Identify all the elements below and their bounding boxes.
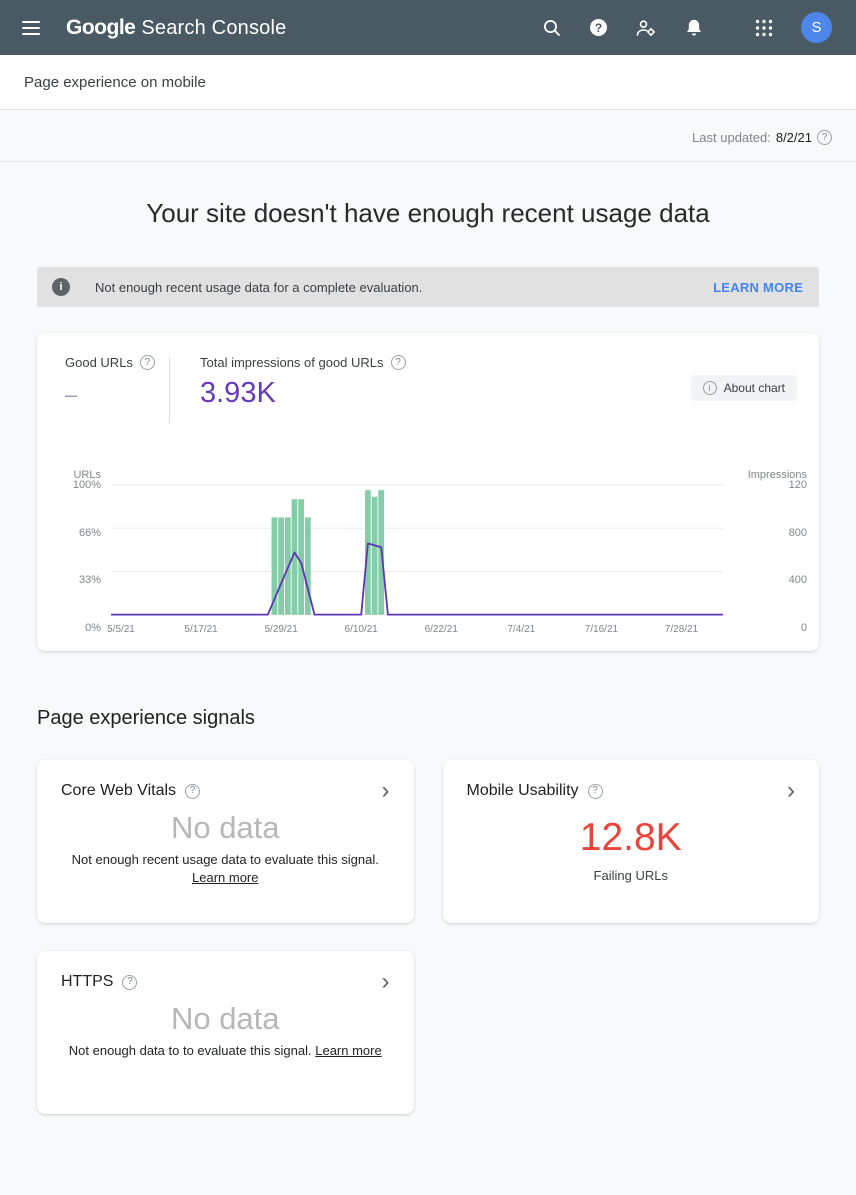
about-chart-label: About chart: [723, 381, 785, 395]
right-axis-tick: 0: [800, 622, 807, 634]
https-learn-more-link[interactable]: Learn more: [315, 1043, 382, 1059]
good-urls-help-icon[interactable]: ?: [139, 355, 155, 370]
about-chart-button[interactable]: i About chart: [690, 375, 797, 401]
app-bar: Google Search Console ?: [0, 0, 856, 55]
https-status: No data: [170, 1001, 280, 1037]
last-updated-row: Last updated: 8/2/21 ?: [0, 110, 856, 162]
last-updated-label: Last updated:: [692, 130, 771, 145]
good-urls-metric: Good URLs ? –: [65, 355, 169, 423]
experience-chart: 5/5/21 5/17/21 5/29/21 6/10/21 6/22/21 7/4/21…: [107, 484, 723, 635]
svg-text:5/17/21: 5/17/21: [184, 624, 218, 635]
right-axis-title: Impressions: [747, 469, 807, 481]
menu-icon[interactable]: [10, 7, 52, 49]
chart-area: URLs 100% 66% 33% 0% 5/5/21 5/17/21 5/29/2…: [37, 469, 819, 637]
left-axis-tick: 66%: [78, 526, 101, 539]
right-axis-tick: 120: [788, 479, 807, 491]
svg-text:5/5/21: 5/5/21: [107, 624, 135, 635]
svg-text:6/22/21: 6/22/21: [425, 624, 459, 635]
chevron-right-icon[interactable]: ›: [381, 777, 390, 805]
chevron-right-icon[interactable]: ›: [381, 968, 390, 996]
about-chart-info-icon: i: [702, 381, 717, 395]
core-web-vitals-description: Not enough recent usage data to evaluate…: [71, 852, 379, 868]
core-web-vitals-card[interactable]: Core Web Vitals ? › No data Not enough r…: [37, 760, 414, 924]
left-axis-tick: 0%: [85, 622, 101, 634]
chevron-right-icon[interactable]: ›: [787, 777, 795, 805]
impressions-value: 3.93K: [200, 377, 276, 409]
impressions-label: Total impressions of good URLs: [200, 355, 384, 370]
logo-brand: Google: [66, 15, 136, 39]
core-web-vitals-help-icon[interactable]: ?: [185, 783, 201, 799]
core-web-vitals-learn-more-link[interactable]: Learn more: [192, 869, 259, 885]
apps-grid-icon[interactable]: [749, 13, 779, 43]
right-axis-tick: 400: [788, 574, 807, 587]
info-banner: i Not enough recent usage data for a com…: [37, 267, 819, 307]
learn-more-button[interactable]: LEARN MORE: [713, 279, 803, 295]
breadcrumb-bar: Page experience on mobile: [0, 55, 856, 110]
left-axis-tick: 100%: [72, 479, 101, 491]
banner-message: Not enough recent usage data for a compl…: [95, 279, 423, 295]
page-title: Your site doesn't have enough recent usa…: [146, 198, 710, 228]
right-axis-tick: 800: [788, 526, 807, 539]
right-axis: Impressions 120 800 400 0: [733, 469, 807, 637]
mobile-usability-card[interactable]: Mobile Usability ? › 12.8K Failing URLs: [442, 760, 819, 924]
core-web-vitals-title: Core Web Vitals: [61, 782, 177, 800]
good-urls-label: Good URLs: [65, 355, 133, 370]
notifications-icon[interactable]: [679, 12, 709, 44]
impressions-metric: Total impressions of good URLs ? 3.93K: [200, 355, 406, 423]
svg-text:7/16/21: 7/16/21: [585, 624, 619, 635]
left-axis-tick: 33%: [78, 574, 101, 587]
svg-text:5/29/21: 5/29/21: [265, 624, 299, 635]
good-urls-value: –: [65, 382, 78, 407]
info-icon: i: [52, 278, 70, 296]
mobile-usability-value-label: Failing URLs: [593, 868, 668, 884]
app-logo: Google Search Console: [66, 16, 286, 40]
left-axis-title: URLs: [73, 469, 101, 481]
https-title: HTTPS: [61, 973, 114, 991]
mobile-usability-title: Mobile Usability: [466, 782, 579, 800]
account-avatar[interactable]: S: [795, 6, 838, 49]
last-updated-date: 8/2/21: [775, 130, 812, 145]
help-icon[interactable]: ?: [584, 13, 613, 42]
experience-chart-card: Good URLs ? – Total impressions of good …: [37, 333, 819, 652]
mobile-usability-help-icon[interactable]: ?: [587, 783, 603, 799]
https-card[interactable]: HTTPS ? › No data Not enough data to to …: [37, 951, 414, 1115]
last-updated-help-icon[interactable]: ?: [817, 130, 832, 145]
search-icon[interactable]: [536, 12, 568, 44]
avatar-letter: S: [801, 12, 832, 43]
svg-text:7/28/21: 7/28/21: [665, 624, 699, 635]
breadcrumb: Page experience on mobile: [24, 73, 206, 91]
user-settings-icon[interactable]: [629, 12, 663, 44]
mobile-usability-value: 12.8K: [579, 816, 682, 860]
core-web-vitals-status: No data: [170, 810, 280, 846]
logo-product: Search Console: [141, 16, 287, 39]
left-axis: URLs 100% 66% 33% 0%: [51, 469, 101, 637]
svg-text:6/10/21: 6/10/21: [345, 624, 379, 635]
https-help-icon[interactable]: ?: [122, 974, 138, 990]
signals-heading: Page experience signals: [37, 707, 255, 730]
svg-text:7/4/21: 7/4/21: [507, 624, 535, 635]
metric-divider: [169, 357, 170, 423]
help-glyph: ?: [590, 19, 607, 36]
impressions-help-icon[interactable]: ?: [390, 355, 406, 370]
https-description: Not enough data to to evaluate this sign…: [68, 1043, 312, 1059]
